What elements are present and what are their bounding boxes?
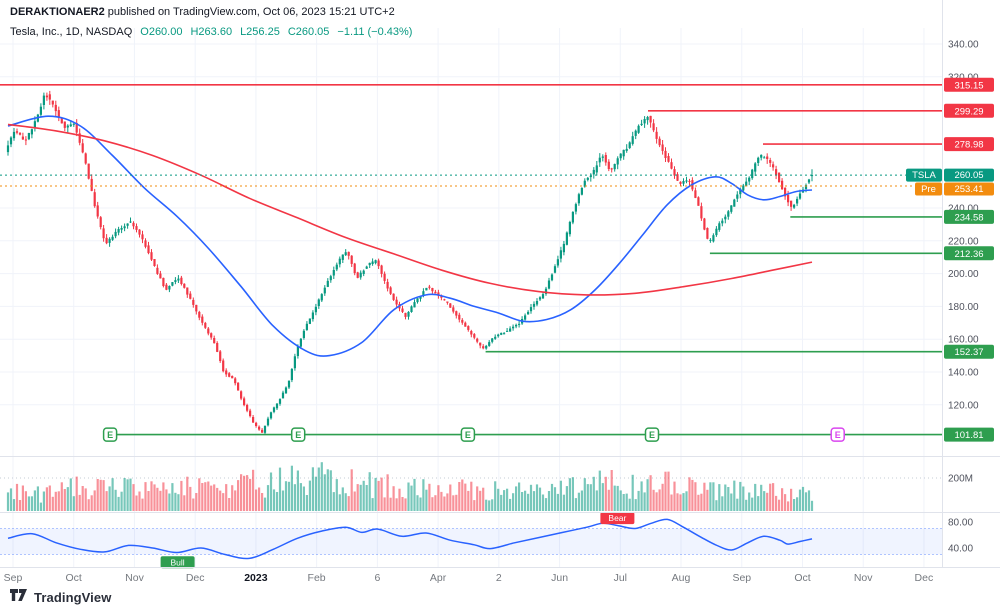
svg-text:101.81: 101.81 bbox=[954, 430, 983, 441]
x-axis-label-5: Feb bbox=[308, 572, 326, 584]
svg-text:E: E bbox=[465, 430, 471, 440]
x-axis-label-13: Oct bbox=[794, 572, 810, 584]
svg-text:E: E bbox=[835, 430, 841, 440]
svg-text:E: E bbox=[107, 430, 113, 440]
y-axis-tick-160.00: 160.00 bbox=[948, 335, 979, 346]
earnings-markers[interactable]: E E E E E bbox=[102, 427, 845, 442]
price-badge-101.81: 101.81 bbox=[944, 427, 994, 442]
price-badge-278.98: 278.98 bbox=[944, 137, 994, 152]
x-axis-label-7: Apr bbox=[430, 572, 447, 584]
y-axis-tick-120.00: 120.00 bbox=[948, 400, 979, 411]
bear-label: Bear bbox=[600, 512, 635, 525]
x-axis-label-6: 6 bbox=[374, 572, 380, 584]
tradingview-logo-icon[interactable] bbox=[10, 588, 28, 607]
x-axis-label-14: Nov bbox=[854, 572, 873, 584]
premarket-price-badge: Pre 253.41 bbox=[915, 182, 994, 196]
volume-axis-label: 200M bbox=[948, 474, 973, 485]
rsi-line[interactable] bbox=[7, 518, 813, 560]
svg-text:152.37: 152.37 bbox=[954, 347, 983, 358]
x-axis-label-15: Dec bbox=[915, 572, 934, 584]
svg-text:260.05: 260.05 bbox=[954, 170, 983, 181]
price-badge-234.58: 234.58 bbox=[944, 209, 994, 224]
x-axis-label-4: 2023 bbox=[244, 572, 268, 584]
svg-text:E: E bbox=[649, 430, 655, 440]
svg-text:212.36: 212.36 bbox=[954, 249, 983, 260]
svg-text:315.15: 315.15 bbox=[954, 80, 983, 91]
x-axis-label-10: Jul bbox=[614, 572, 627, 584]
x-axis-label-0: Sep bbox=[4, 572, 23, 584]
horizontal-levels[interactable] bbox=[0, 84, 942, 436]
rsi-axis-label-40.00: 40.00 bbox=[948, 544, 973, 555]
pane-separators bbox=[0, 0, 1000, 568]
svg-text:TSLA: TSLA bbox=[912, 170, 936, 181]
x-axis-label-2: Nov bbox=[125, 572, 144, 584]
bull-label: Bull bbox=[160, 556, 195, 569]
price-badge-212.36: 212.36 bbox=[944, 246, 994, 261]
y-axis-tick-180.00: 180.00 bbox=[948, 302, 979, 313]
y-axis-tick-340.00: 340.00 bbox=[948, 40, 979, 51]
svg-text:E: E bbox=[295, 430, 301, 440]
publish-details: published on TradingView.com, Oct 06, 20… bbox=[104, 6, 395, 18]
rsi-band bbox=[0, 528, 942, 555]
ohlc-high: H263.60 bbox=[190, 26, 233, 38]
ohlc-close: C260.05 bbox=[287, 26, 330, 38]
svg-text:Pre: Pre bbox=[921, 184, 936, 195]
ohlc-change: −1.11 (−0.43%) bbox=[337, 26, 413, 38]
y-axis-tick-240.00: 240.00 bbox=[948, 204, 979, 215]
x-axis-label-8: 2 bbox=[496, 572, 502, 584]
x-axis-label-12: Sep bbox=[732, 572, 751, 584]
price-badge-152.37: 152.37 bbox=[944, 344, 994, 359]
ohlc-low: L256.25 bbox=[240, 26, 280, 38]
rsi-axis-label-80.00: 80.00 bbox=[948, 518, 973, 529]
earnings-marker-2[interactable]: E bbox=[290, 427, 306, 442]
y-axis-tick-200.00: 200.00 bbox=[948, 269, 979, 280]
svg-text:253.41: 253.41 bbox=[954, 184, 983, 195]
price-badge-315.15: 315.15 bbox=[944, 77, 994, 92]
earnings-marker-future-1[interactable]: E bbox=[830, 427, 845, 442]
earnings-marker-3[interactable]: E bbox=[460, 427, 476, 442]
svg-text:278.98: 278.98 bbox=[954, 140, 983, 151]
earnings-marker-4[interactable]: E bbox=[644, 427, 660, 442]
x-axis-label-1: Oct bbox=[66, 572, 82, 584]
symbol-ohlc-row: Tesla, Inc., 1D, NASDAQ O260.00 H263.60 … bbox=[10, 26, 412, 38]
price-scale[interactable]: 340.00320.00240.00220.00200.00180.00160.… bbox=[906, 40, 994, 555]
x-axis-label-3: Dec bbox=[186, 572, 205, 584]
svg-text:Bull: Bull bbox=[171, 557, 185, 567]
x-axis-label-9: Jun bbox=[551, 572, 568, 584]
price-badge-299.29: 299.29 bbox=[944, 103, 994, 118]
rsi-annotations: Bull Bear bbox=[160, 512, 635, 569]
publisher-name: DERAKTIONAER2 bbox=[10, 6, 105, 18]
candles[interactable] bbox=[6, 90, 814, 435]
time-scale[interactable]: Sep Oct Nov Dec 2023 Feb 6 Apr 2 Jun Jul Aug Sep Oct N… bbox=[4, 572, 934, 584]
grid bbox=[0, 28, 942, 567]
ma-fast-line[interactable] bbox=[7, 115, 813, 357]
volume-bars bbox=[6, 462, 814, 511]
ma-slow-line[interactable] bbox=[7, 123, 813, 296]
publish-info: DERAKTIONAER2 published on TradingView.c… bbox=[10, 6, 412, 18]
svg-text:299.29: 299.29 bbox=[954, 106, 983, 117]
symbol-title[interactable]: Tesla, Inc., 1D, NASDAQ bbox=[10, 26, 133, 38]
y-axis-tick-220.00: 220.00 bbox=[948, 236, 979, 247]
tradingview-logo-text[interactable]: TradingView bbox=[34, 590, 112, 605]
earnings-marker-1[interactable]: E bbox=[102, 427, 118, 442]
y-axis-tick-140.00: 140.00 bbox=[948, 368, 979, 379]
ohlc-open: O260.00 bbox=[140, 26, 183, 38]
tsla-price-badge: TSLA 260.05 bbox=[906, 168, 994, 182]
svg-text:234.58: 234.58 bbox=[954, 212, 983, 223]
svg-text:Bear: Bear bbox=[608, 513, 626, 523]
x-axis-label-11: Aug bbox=[672, 572, 691, 584]
footer: TradingView bbox=[10, 588, 111, 607]
chart-header: DERAKTIONAER2 published on TradingView.c… bbox=[10, 6, 412, 38]
